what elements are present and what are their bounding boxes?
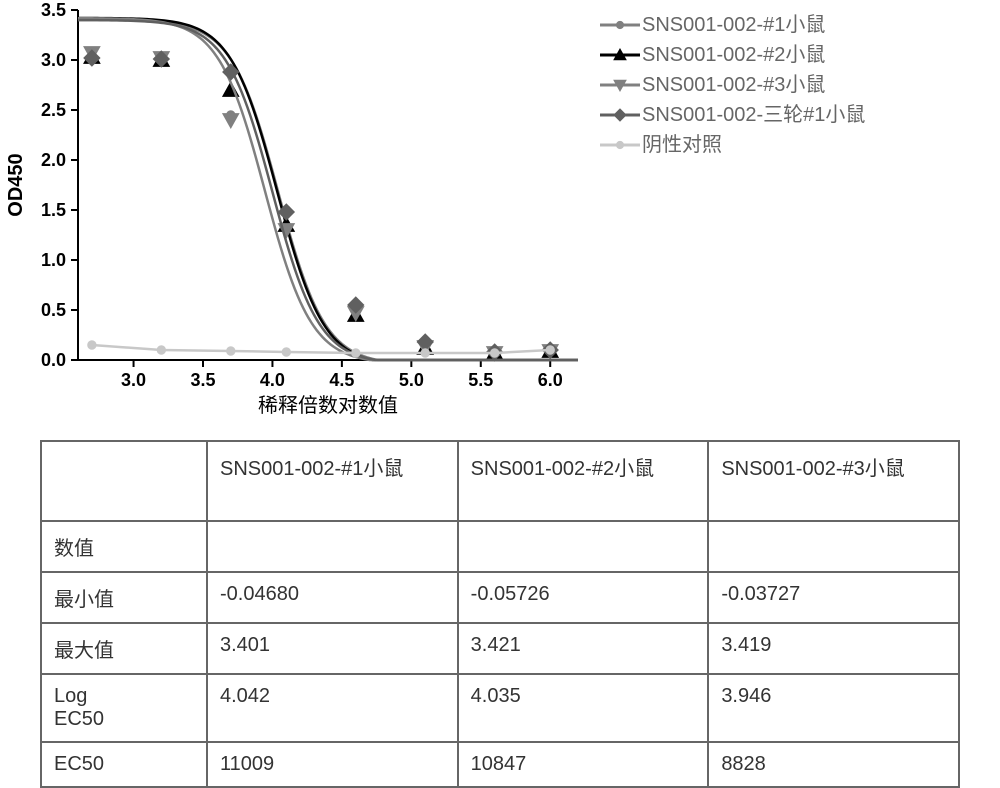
legend-label: SNS001-002-#1小鼠 — [642, 10, 825, 40]
svg-text:3.5: 3.5 — [190, 370, 215, 390]
svg-text:3.0: 3.0 — [41, 50, 66, 70]
legend-item: SNS001-002-#3小鼠 — [600, 70, 865, 100]
table-cell: 3.421 — [458, 623, 709, 674]
chart-area: 0.0 0.5 1.0 1.5 2.0 2.5 3.0 3.5 3.0 3.5 4.0 4.5 5.0 5… — [0, 0, 1000, 420]
legend-label: SNS001-002-三轮#1小鼠 — [642, 100, 865, 130]
legend-marker-icon — [600, 105, 640, 125]
legend-item: 阴性对照 — [600, 130, 865, 160]
svg-text:5.0: 5.0 — [399, 370, 424, 390]
table-cell: LogEC50 — [41, 674, 207, 742]
table-header-cell: SNS001-002-#3小鼠 — [708, 441, 959, 521]
table-row: 最大值3.4013.4213.419 — [41, 623, 959, 674]
table-cell: 最小值 — [41, 572, 207, 623]
chart-svg: 0.0 0.5 1.0 1.5 2.0 2.5 3.0 3.5 3.0 3.5 4.0 4.5 5.0 5… — [0, 0, 600, 420]
table-cell: 4.042 — [207, 674, 458, 742]
table-cell: 数值 — [41, 521, 207, 572]
svg-text:3.5: 3.5 — [41, 0, 66, 20]
legend: SNS001-002-#1小鼠 SNS001-002-#2小鼠 SNS001-0… — [600, 10, 865, 160]
table-cell: -0.04680 — [207, 572, 458, 623]
svg-text:2.5: 2.5 — [41, 100, 66, 120]
legend-label: SNS001-002-#2小鼠 — [642, 40, 825, 70]
table-cell: -0.03727 — [708, 572, 959, 623]
table-cell — [207, 521, 458, 572]
legend-item: SNS001-002-三轮#1小鼠 — [600, 100, 865, 130]
svg-text:OD450: OD450 — [5, 153, 27, 216]
table-cell: 3.401 — [207, 623, 458, 674]
table-cell: 3.946 — [708, 674, 959, 742]
data-table: SNS001-002-#1小鼠 SNS001-002-#2小鼠 SNS001-0… — [40, 440, 960, 788]
svg-text:3.0: 3.0 — [121, 370, 146, 390]
svg-text:0.5: 0.5 — [41, 300, 66, 320]
page-root: 0.0 0.5 1.0 1.5 2.0 2.5 3.0 3.5 3.0 3.5 4.0 4.5 5.0 5… — [0, 0, 1000, 785]
table-cell: 最大值 — [41, 623, 207, 674]
legend-label: 阴性对照 — [642, 130, 722, 160]
table-cell — [458, 521, 709, 572]
table-cell: EC50 — [41, 742, 207, 787]
svg-text:0.0: 0.0 — [41, 350, 66, 370]
table-row: LogEC504.0424.0353.946 — [41, 674, 959, 742]
legend-marker-icon — [600, 135, 640, 155]
svg-text:4.0: 4.0 — [260, 370, 285, 390]
table-row: EC5011009108478828 — [41, 742, 959, 787]
table-cell: 10847 — [458, 742, 709, 787]
table-row: 最小值-0.04680-0.05726-0.03727 — [41, 572, 959, 623]
table-cell: 4.035 — [458, 674, 709, 742]
table-header-cell: SNS001-002-#1小鼠 — [207, 441, 458, 521]
table-header-row: SNS001-002-#1小鼠 SNS001-002-#2小鼠 SNS001-0… — [41, 441, 959, 521]
legend-marker-icon — [600, 75, 640, 95]
legend-marker-icon — [600, 45, 640, 65]
svg-text:稀释倍数对数值: 稀释倍数对数值 — [258, 394, 398, 417]
legend-item: SNS001-002-#2小鼠 — [600, 40, 865, 70]
table: SNS001-002-#1小鼠 SNS001-002-#2小鼠 SNS001-0… — [40, 440, 960, 788]
table-header-cell: SNS001-002-#2小鼠 — [458, 441, 709, 521]
table-cell: 8828 — [708, 742, 959, 787]
table-cell — [708, 521, 959, 572]
legend-marker-icon — [600, 15, 640, 35]
table-row: 数值 — [41, 521, 959, 572]
svg-text:1.0: 1.0 — [41, 250, 66, 270]
svg-text:5.5: 5.5 — [468, 370, 493, 390]
table-cell: 11009 — [207, 742, 458, 787]
table-header-cell — [41, 441, 207, 521]
legend-item: SNS001-002-#1小鼠 — [600, 10, 865, 40]
svg-text:1.5: 1.5 — [41, 200, 66, 220]
table-cell: -0.05726 — [458, 572, 709, 623]
svg-text:2.0: 2.0 — [41, 150, 66, 170]
table-cell: 3.419 — [708, 623, 959, 674]
svg-text:4.5: 4.5 — [329, 370, 354, 390]
svg-text:6.0: 6.0 — [538, 370, 563, 390]
legend-label: SNS001-002-#3小鼠 — [642, 70, 825, 100]
